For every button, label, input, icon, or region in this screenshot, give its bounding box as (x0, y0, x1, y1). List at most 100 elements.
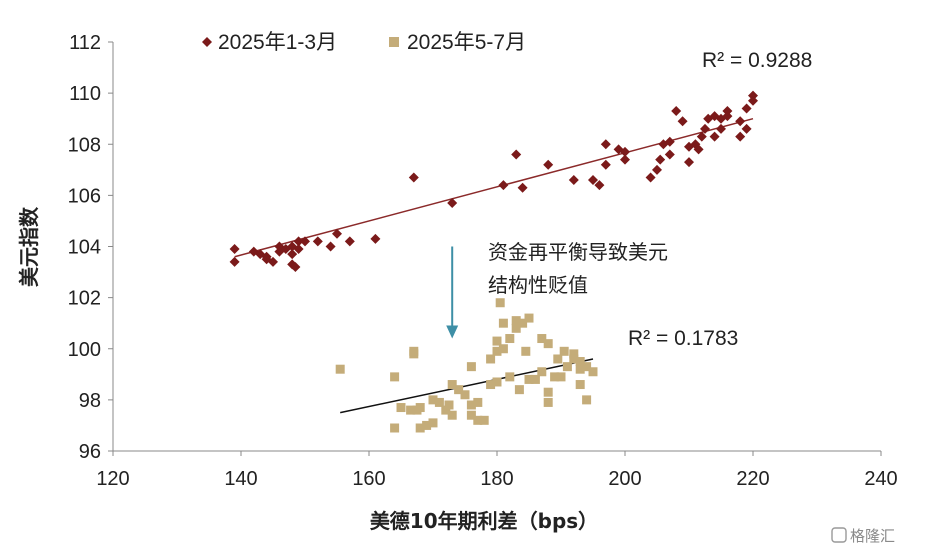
data-point-series-2 (486, 380, 496, 390)
data-point-series-1 (229, 244, 240, 255)
data-point-series-2 (492, 377, 502, 387)
data-point-series-2 (514, 385, 524, 395)
data-point-series-2 (428, 418, 438, 428)
data-point-series-2 (390, 423, 400, 433)
data-point-series-2 (473, 397, 483, 407)
y-axis-title: 美元指数 (17, 206, 41, 287)
data-point-series-2 (428, 395, 438, 405)
data-point-series-2 (441, 405, 451, 415)
x-tick-label: 220 (736, 468, 769, 490)
data-point-series-1 (543, 159, 554, 170)
data-point-series-2 (511, 316, 521, 326)
y-tick-label: 106 (68, 185, 101, 207)
data-point-series-2 (518, 318, 528, 328)
data-point-series-1 (293, 244, 304, 255)
data-point-series-2 (396, 403, 406, 413)
data-point-series-1 (748, 95, 758, 106)
data-point-series-2 (505, 372, 515, 382)
data-point-series-2 (486, 354, 496, 364)
data-point-series-2 (543, 339, 553, 349)
r2-label-series-2: R² = 0.1783 (628, 327, 738, 350)
data-point-series-2 (390, 372, 400, 382)
data-point-series-2 (498, 318, 508, 328)
data-point-series-1 (620, 146, 630, 157)
data-point-series-1 (716, 123, 726, 134)
data-point-series-2 (569, 349, 579, 359)
data-point-series-2 (466, 362, 476, 372)
data-point-series-2 (575, 364, 585, 374)
y-tick-label: 110 (69, 83, 101, 105)
data-point-series-2 (505, 334, 515, 344)
trendline-series-1 (234, 117, 754, 258)
data-point-series-1 (696, 131, 707, 142)
annotation-arrow (446, 246, 459, 339)
data-point-series-2 (524, 313, 534, 323)
data-point-series-2 (537, 334, 547, 344)
data-point-series-2 (447, 380, 457, 390)
arrow-head (446, 325, 459, 339)
x-tick-label: 160 (352, 468, 385, 490)
data-point-series-2 (415, 403, 425, 413)
data-point-series-2 (559, 346, 569, 356)
watermark-logo-icon (831, 527, 847, 543)
data-point-series-2 (543, 387, 553, 397)
data-point-series-1 (655, 154, 666, 165)
data-point-series-1 (517, 182, 528, 193)
data-point-series-2 (495, 298, 505, 308)
data-point-series-1 (652, 164, 662, 175)
data-point-series-2 (543, 397, 553, 407)
data-point-series-1 (693, 144, 704, 155)
data-point-series-1 (268, 256, 278, 267)
data-point-series-1 (620, 154, 630, 165)
y-tick-label: 100 (68, 339, 101, 361)
data-point-series-2 (444, 400, 454, 410)
data-point-series-2 (422, 420, 432, 430)
data-point-series-2 (556, 372, 566, 382)
data-point-series-1 (722, 111, 733, 122)
legend-label-series-1: 2025年1-3月 (218, 31, 337, 54)
legend: 2025年1-3月 2025年5-7月 (202, 31, 526, 54)
data-point-series-1 (671, 106, 682, 117)
data-point-series-1 (408, 172, 419, 183)
data-point-series-1 (370, 233, 381, 244)
data-point-series-1 (290, 261, 301, 272)
data-point-series-2 (409, 349, 419, 359)
data-points (229, 90, 758, 433)
data-point-series-2 (553, 354, 563, 364)
data-point-series-1 (748, 90, 758, 101)
data-point-series-1 (344, 236, 355, 247)
data-point-series-2 (460, 390, 470, 400)
data-point-series-1 (568, 175, 579, 186)
data-point-series-2 (466, 400, 476, 410)
watermark: 格隆汇 (831, 527, 895, 545)
data-point-series-2 (550, 372, 560, 382)
trendlines (234, 117, 754, 414)
data-point-series-2 (537, 367, 547, 377)
data-point-series-2 (492, 336, 502, 346)
data-point-series-1 (229, 256, 240, 267)
data-point-series-1 (287, 249, 298, 260)
annotation-line-2: 结构性贬值 (488, 273, 588, 297)
data-point-series-2 (521, 346, 531, 356)
x-ticks: 120 140 160 180 200 220 240 (96, 451, 898, 490)
data-point-series-2 (447, 410, 457, 420)
data-point-series-1 (312, 236, 323, 247)
data-point-series-1 (511, 149, 522, 160)
data-point-series-1 (735, 116, 746, 127)
legend-marker-square (389, 37, 399, 47)
data-point-series-1 (722, 106, 733, 117)
y-ticks: 96 98 100 102 104 106 108 110 112 (68, 32, 113, 463)
data-point-series-2 (498, 344, 508, 354)
data-point-series-2 (473, 415, 483, 425)
data-point-series-1 (588, 175, 598, 186)
legend-marker-diamond (202, 37, 212, 47)
y-tick-label: 102 (68, 288, 101, 310)
legend-item-series-1: 2025年1-3月 (202, 31, 337, 54)
data-point-series-1 (498, 180, 509, 191)
watermark-text: 格隆汇 (850, 527, 895, 545)
data-point-series-1 (293, 236, 304, 247)
y-tick-label: 108 (68, 134, 101, 156)
y-tick-label: 96 (79, 441, 101, 463)
data-point-series-1 (332, 228, 342, 239)
